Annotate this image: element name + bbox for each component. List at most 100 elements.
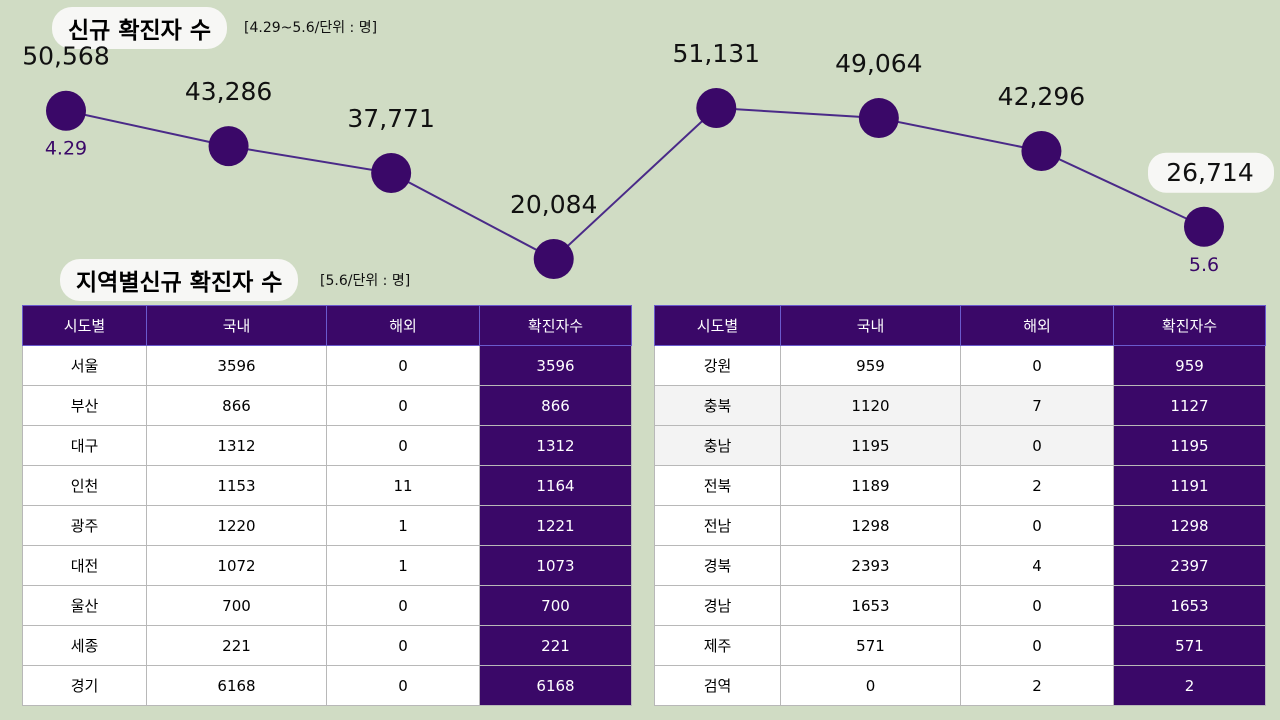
cell: 1221 <box>479 505 632 546</box>
cell: 0 <box>960 625 1114 666</box>
cell: 1220 <box>146 505 327 546</box>
value-label: 49,064 <box>835 49 922 78</box>
cell: 충남 <box>654 425 781 466</box>
cell: 866 <box>146 385 327 426</box>
cell: 1 <box>326 545 480 586</box>
cell: 959 <box>1113 345 1266 386</box>
header-row: 시도별 국내 해외 확진자수 <box>654 305 1266 346</box>
header-cell: 국내 <box>780 305 961 346</box>
cell: 700 <box>146 585 327 626</box>
cell: 광주 <box>22 505 147 546</box>
line <box>65 106 1205 261</box>
point <box>533 239 574 279</box>
cell: 대구 <box>22 425 147 466</box>
value-label: 50,568 <box>22 42 109 71</box>
row: 제주 571 0 571 <box>654 625 1266 666</box>
cell: 울산 <box>22 585 147 626</box>
label-box <box>1148 152 1274 193</box>
row: 인천 1153 11 1164 <box>22 465 632 506</box>
cell: 대전 <box>22 545 147 586</box>
header-cell: 국내 <box>146 305 327 346</box>
value-label: 42,296 <box>998 82 1085 111</box>
cell: 세종 <box>22 625 147 666</box>
cell: 경기 <box>22 665 147 706</box>
row: 경남 1653 0 1653 <box>654 585 1266 626</box>
cell: 강원 <box>654 345 781 386</box>
cell: 0 <box>326 625 480 666</box>
row: 검역 0 2 2 <box>654 665 1266 706</box>
row: 전북 1189 2 1191 <box>654 465 1266 506</box>
chart-subtitle: [4.29~5.6/단위 : 명] <box>244 20 378 36</box>
cell: 0 <box>780 665 961 706</box>
cell: 1191 <box>1113 465 1266 506</box>
cell: 1189 <box>780 465 961 506</box>
cell: 1312 <box>146 425 327 466</box>
point <box>1021 130 1062 171</box>
cell: 2 <box>960 465 1114 506</box>
row: 부산 866 0 866 <box>22 385 632 426</box>
table: 시도별 국내 해외 확진자수 서울 3596 0 3596 부산 866 0 866 대구 1312 0 13… <box>22 305 632 706</box>
cell: 1298 <box>1113 505 1266 546</box>
cell: 1653 <box>780 585 961 626</box>
cell: 서울 <box>22 345 147 386</box>
cell: 1195 <box>1113 425 1266 466</box>
cell: 0 <box>960 345 1114 386</box>
cell: 경남 <box>654 585 781 626</box>
cell: 0 <box>326 345 480 386</box>
row: 충남 1195 0 1195 <box>654 425 1266 466</box>
cell: 0 <box>326 585 480 626</box>
cell: 전남 <box>654 505 781 546</box>
cell: 1298 <box>780 505 961 546</box>
header-cell: 해외 <box>960 305 1114 346</box>
point <box>858 98 899 139</box>
cell: 866 <box>479 385 632 426</box>
cell: 인천 <box>22 465 147 506</box>
cell: 전북 <box>654 465 781 506</box>
table: 시도별 국내 해외 확진자수 강원 959 0 959 충북 1120 7 1127 충남 1195 0 11… <box>654 305 1266 706</box>
point <box>696 88 737 128</box>
cell: 221 <box>479 625 632 666</box>
cell: 충북 <box>654 385 781 426</box>
cell: 6168 <box>479 665 632 706</box>
cell: 1653 <box>1113 585 1266 626</box>
value-label: 43,286 <box>185 77 272 106</box>
tables-subtitle: [5.6/단위 : 명] <box>320 273 411 289</box>
cell: 3596 <box>146 345 327 386</box>
cell: 제주 <box>654 625 781 666</box>
cell: 700 <box>479 585 632 626</box>
cell: 571 <box>780 625 961 666</box>
point <box>371 152 412 193</box>
value-label: 20,084 <box>510 190 597 219</box>
row: 광주 1220 1 1221 <box>22 505 632 546</box>
cell: 1072 <box>146 545 327 586</box>
row: 충북 1120 7 1127 <box>654 385 1266 426</box>
header-cell: 확진자수 <box>479 305 632 346</box>
point <box>208 126 249 167</box>
point <box>1184 206 1224 247</box>
value-label: 26,714 <box>1166 158 1253 187</box>
cell: 0 <box>326 665 480 706</box>
chart-title: 신규 확진자 수 <box>52 7 227 49</box>
header-cell: 시도별 <box>654 305 781 346</box>
cell: 7 <box>960 385 1114 426</box>
cell: 부산 <box>22 385 147 426</box>
cell: 경북 <box>654 545 781 586</box>
header-cell: 해외 <box>326 305 480 346</box>
cell: 4 <box>960 545 1114 586</box>
chart: 50,568 4.29 43,286 37,771 20,084 51,131 49,064… <box>22 39 1274 279</box>
header-row: 시도별 국내 해외 확진자수 <box>22 305 632 346</box>
cell: 1127 <box>1113 385 1266 426</box>
cell: 221 <box>146 625 327 666</box>
cell: 1312 <box>479 425 632 466</box>
point <box>46 90 86 131</box>
cell: 959 <box>780 345 961 386</box>
cell: 1073 <box>479 545 632 586</box>
x-label: 4.29 <box>45 138 87 160</box>
cell: 3596 <box>479 345 632 386</box>
cell: 6168 <box>146 665 327 706</box>
cell: 2393 <box>780 545 961 586</box>
cell: 1 <box>326 505 480 546</box>
cell: 1153 <box>146 465 327 506</box>
cell: 11 <box>326 465 480 506</box>
cell: 2397 <box>1113 545 1266 586</box>
